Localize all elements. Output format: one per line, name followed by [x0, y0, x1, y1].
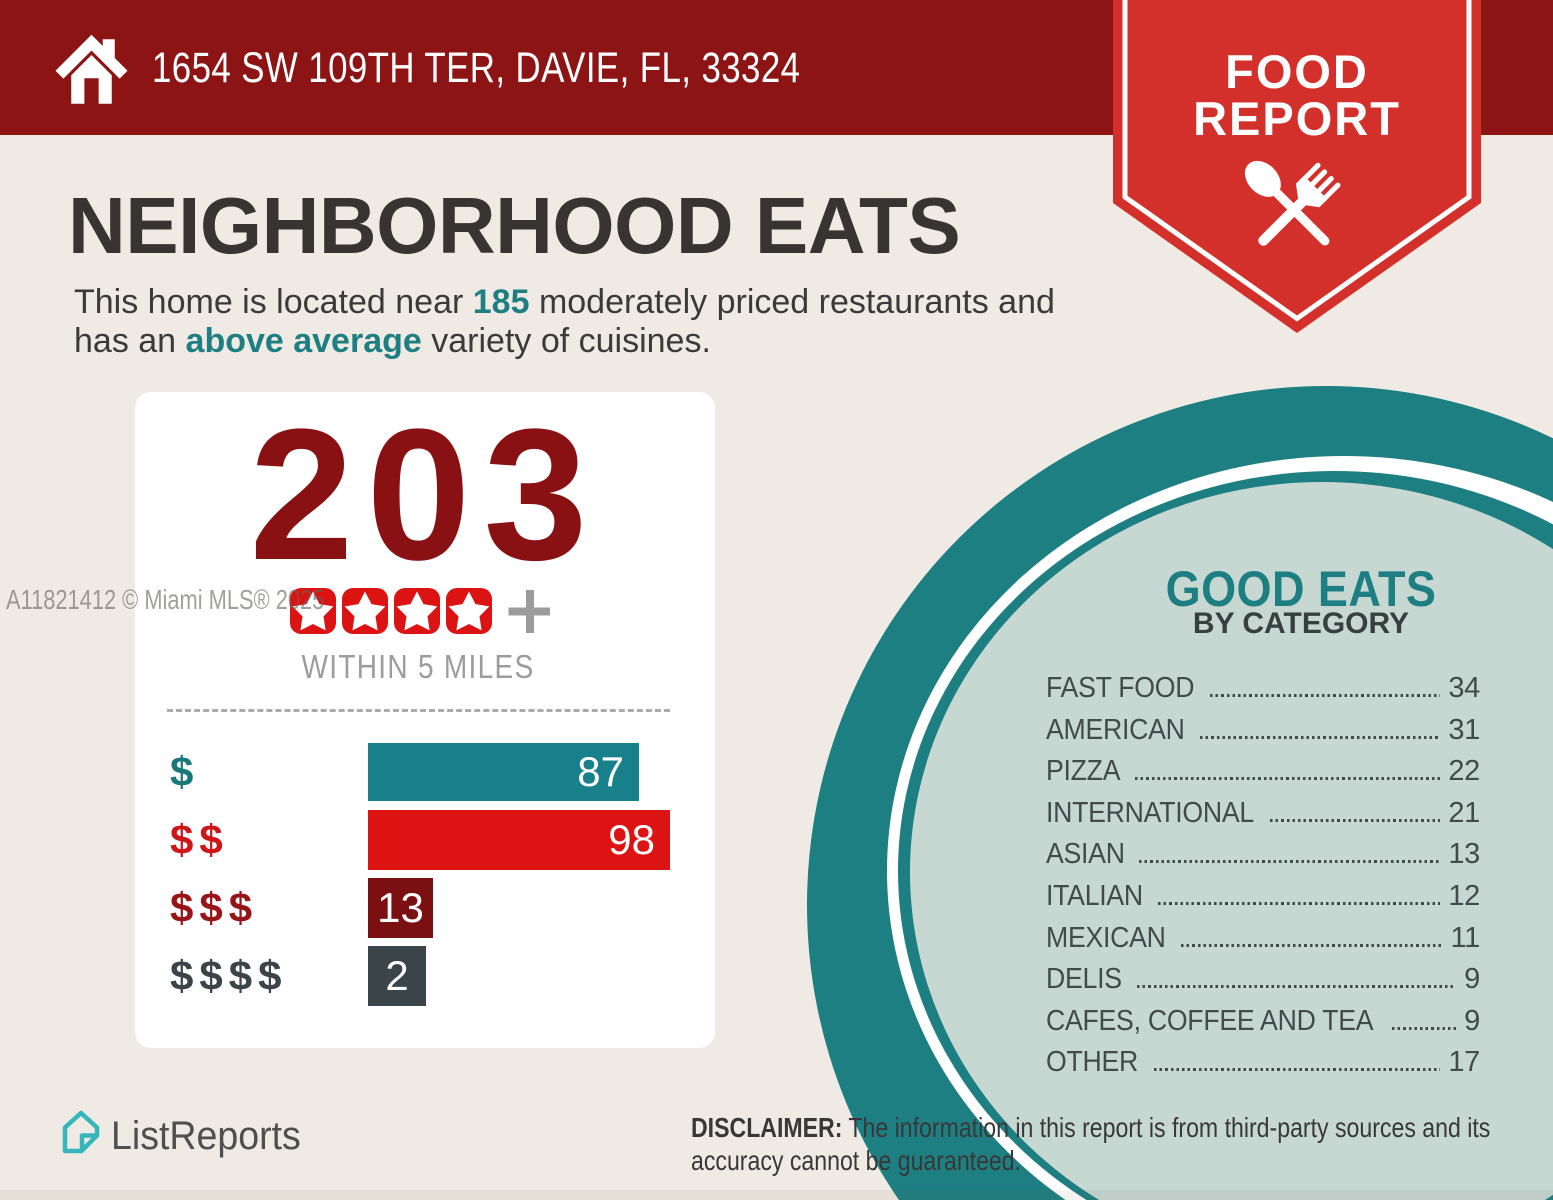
svg-text:FOOD: FOOD: [1225, 45, 1369, 98]
svg-text:REPORT: REPORT: [1193, 92, 1401, 145]
